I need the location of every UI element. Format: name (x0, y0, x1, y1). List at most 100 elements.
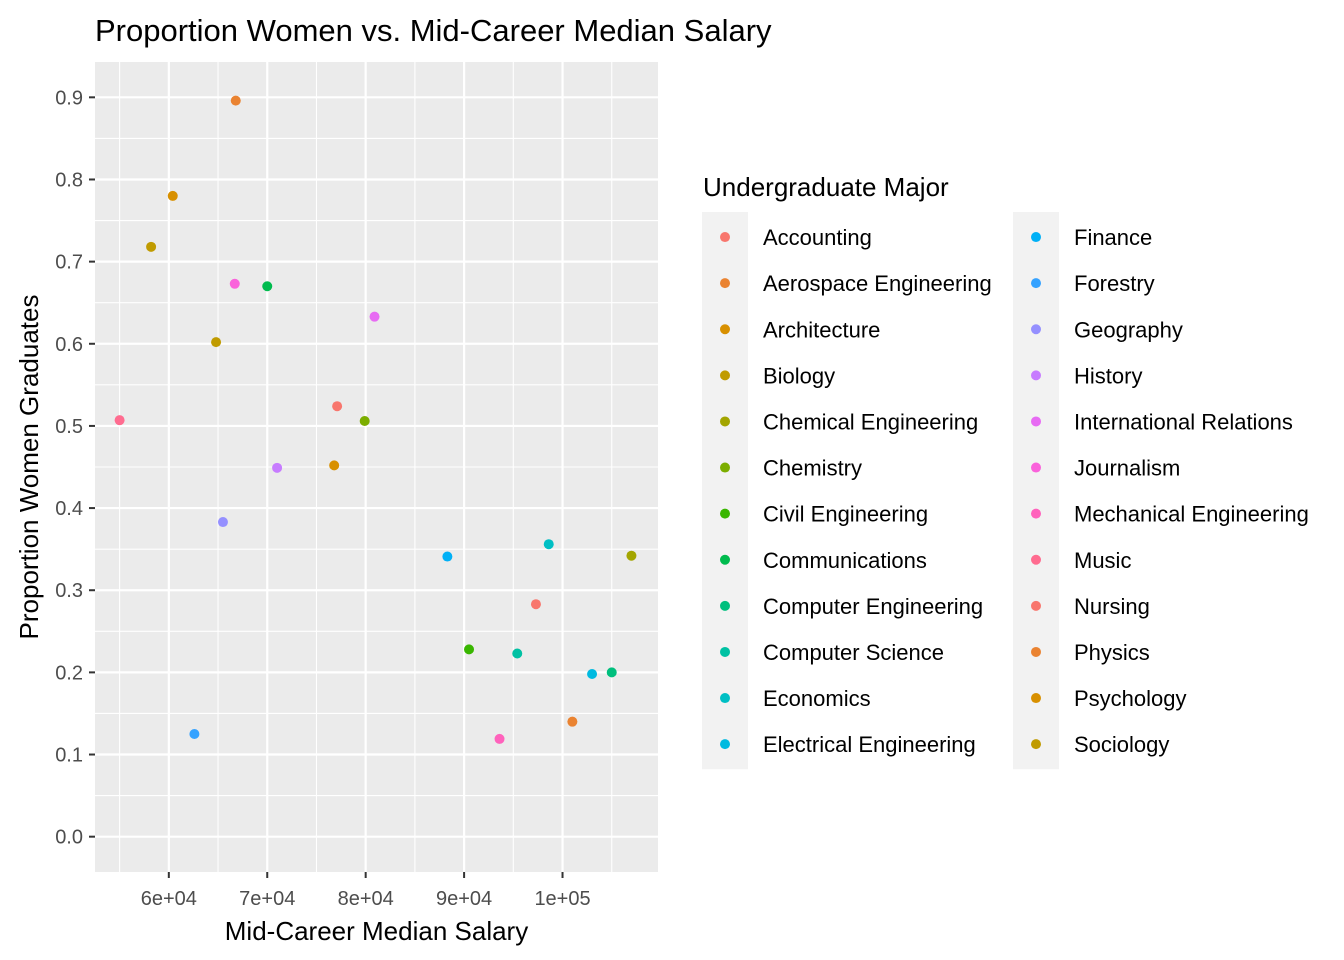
y-tick-label: 0.7 (55, 252, 83, 274)
data-point (230, 95, 241, 106)
x-tick-label: 7e+04 (239, 888, 295, 910)
data-point (217, 517, 228, 528)
legend-key (1031, 646, 1041, 657)
data-point (543, 539, 554, 550)
x-tick-label: 8e+04 (338, 888, 394, 910)
y-tick-label: 0.5 (55, 416, 83, 438)
y-axis: 0.0 0.1 0.2 0.3 0.4 0.5 0.6 0.7 0.8 0.9 (55, 87, 95, 849)
legend-label: Accounting (763, 225, 872, 250)
y-tick-label: 0.6 (55, 334, 83, 356)
data-point (512, 648, 523, 659)
chart-title: Proportion Women vs. Mid-Career Median S… (95, 13, 772, 48)
legend-label: Physics (1074, 640, 1150, 665)
data-point (359, 415, 370, 426)
y-axis-label: Proportion Women Graduates (14, 295, 44, 640)
legend-label: Computer Science (763, 640, 944, 665)
y-tick-label: 0.9 (55, 87, 83, 109)
y-tick-label: 0.3 (55, 580, 83, 602)
legend-label: Sociology (1074, 732, 1169, 757)
x-tick-label: 1e+05 (534, 888, 590, 910)
legend-key (720, 739, 730, 750)
legend-key (720, 416, 730, 427)
x-axis: 6e+04 7e+04 8e+04 9e+04 1e+05 (141, 872, 591, 910)
legend-key (720, 600, 730, 611)
legend-key (1031, 508, 1041, 519)
legend-key (720, 324, 730, 335)
y-tick-label: 0.2 (55, 662, 83, 684)
data-point (369, 311, 380, 322)
legend-key (1031, 600, 1041, 611)
legend-label: Architecture (763, 317, 880, 342)
legend-key (720, 278, 730, 289)
data-point (262, 281, 273, 292)
minor-gridlines (95, 62, 658, 872)
legend-label: Psychology (1074, 686, 1187, 711)
legend-label: International Relations (1074, 409, 1293, 434)
legend-label: Communications (763, 548, 927, 573)
x-axis-label: Mid-Career Median Salary (225, 916, 528, 946)
legend-label: Journalism (1074, 456, 1180, 481)
y-tick-label: 0.4 (55, 498, 83, 520)
legend-key (720, 462, 730, 473)
legend-title: Undergraduate Major (703, 172, 949, 202)
data-points (114, 95, 637, 744)
data-point (606, 667, 617, 678)
data-point (329, 460, 340, 471)
y-tick-label: 0.1 (55, 745, 83, 767)
data-point (626, 550, 637, 561)
data-point (332, 401, 343, 412)
legend: Undergraduate Major Accounting Aerospace … (702, 172, 1309, 770)
legend-label: Finance (1074, 225, 1152, 250)
legend-key-background (1013, 212, 1059, 770)
legend-label: Geography (1074, 317, 1183, 342)
data-point (272, 462, 283, 473)
data-point (189, 728, 200, 739)
legend-key-background (702, 212, 748, 770)
legend-key (1031, 324, 1041, 335)
legend-label: Aerospace Engineering (763, 271, 992, 296)
data-point (567, 716, 578, 727)
legend-label: Music (1074, 548, 1131, 573)
data-point (229, 278, 240, 289)
legend-label: Computer Engineering (763, 594, 983, 619)
legend-label: Chemistry (763, 456, 862, 481)
data-point (442, 551, 453, 562)
legend-label: Economics (763, 686, 871, 711)
legend-key (1031, 739, 1041, 750)
legend-label: Electrical Engineering (763, 732, 976, 757)
legend-key (1031, 462, 1041, 473)
data-point (530, 599, 541, 610)
legend-key (1031, 232, 1041, 243)
legend-label: Mechanical Engineering (1074, 502, 1309, 527)
data-point (494, 733, 505, 744)
legend-label: Chemical Engineering (763, 409, 978, 434)
legend-key (720, 646, 730, 657)
legend-label: History (1074, 363, 1142, 388)
legend-key (720, 554, 730, 565)
legend-key (1031, 416, 1041, 427)
data-point (211, 337, 222, 348)
data-point (167, 190, 178, 201)
x-tick-label: 9e+04 (436, 888, 492, 910)
legend-key (1031, 693, 1041, 704)
data-point (146, 241, 157, 252)
x-tick-label: 6e+04 (141, 888, 197, 910)
legend-label: Nursing (1074, 594, 1150, 619)
y-tick-label: 0.8 (55, 169, 83, 191)
y-tick-label: 0.0 (55, 827, 83, 849)
legend-key (720, 232, 730, 243)
legend-label: Forestry (1074, 271, 1155, 296)
legend-key (720, 508, 730, 519)
legend-key (720, 370, 730, 381)
legend-key (720, 693, 730, 704)
legend-key (1031, 370, 1041, 381)
legend-key (1031, 554, 1041, 565)
data-point (464, 644, 475, 655)
legend-items: Accounting Aerospace Engineering Architect… (702, 212, 1309, 770)
legend-label: Civil Engineering (763, 502, 928, 527)
data-point (114, 415, 125, 426)
data-point (587, 669, 598, 680)
legend-label: Biology (763, 363, 835, 388)
legend-key (1031, 278, 1041, 289)
